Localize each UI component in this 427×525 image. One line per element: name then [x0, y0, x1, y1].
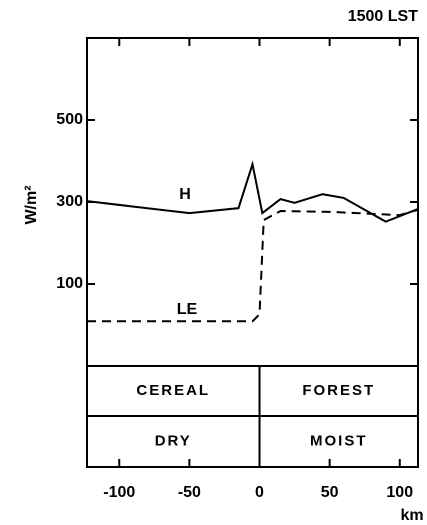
- series-line: [87, 208, 419, 323]
- x-tick-label: 50: [321, 484, 339, 501]
- region-label: MOIST: [310, 432, 368, 449]
- x-tick-label: -50: [178, 484, 201, 501]
- x-tick-label: 100: [386, 484, 413, 501]
- region-label: DRY: [155, 432, 192, 449]
- region-label: FOREST: [302, 382, 375, 399]
- y-tick-label: 500: [56, 111, 83, 128]
- chart-title: 1500 LST: [348, 8, 418, 25]
- series-label: LE: [177, 301, 198, 318]
- x-tick-label: -100: [103, 484, 135, 501]
- region-label: CEREAL: [136, 382, 210, 399]
- y-axis-label: W/m²: [23, 185, 40, 224]
- y-tick-label: 300: [56, 193, 83, 210]
- plot-frame: [86, 37, 419, 468]
- x-tick-label: 0: [255, 484, 264, 501]
- series-label: H: [179, 186, 191, 203]
- series-line: [86, 160, 419, 223]
- y-tick-label: 100: [56, 275, 83, 292]
- x-axis-label: km: [400, 507, 423, 524]
